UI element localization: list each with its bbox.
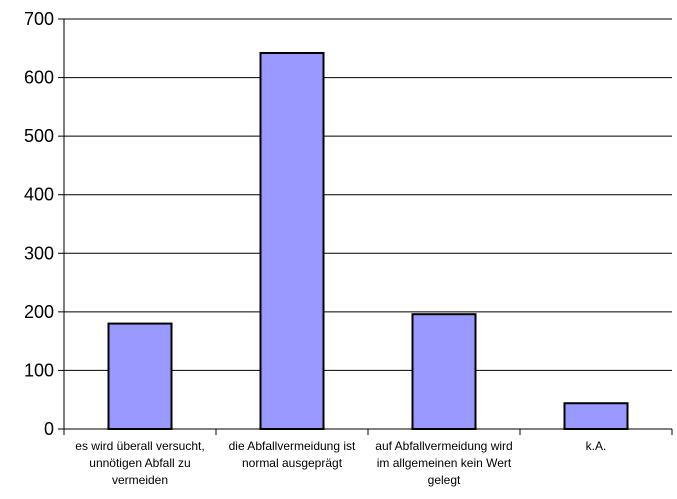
y-tick-label: 0 [44, 419, 54, 439]
bar [563, 402, 629, 431]
y-tick-label: 200 [24, 302, 54, 322]
y-tick-label: 100 [24, 360, 54, 380]
bars [107, 51, 629, 431]
bar [411, 313, 477, 431]
x-category-label: die Abfallvermeidung ist normal ausgepräg… [229, 439, 356, 470]
y-tick-label: 500 [24, 126, 54, 146]
y-tick-label: 700 [24, 9, 54, 29]
x-axis-labels: es wird überall versucht, unnötigen Abfal… [75, 439, 606, 487]
y-axis-ticks: 0 100 200 300 400 500 600 700 [24, 9, 64, 439]
x-category-label: auf Abfallvermeidung wird im allgemeinen … [375, 439, 512, 487]
bar [259, 51, 325, 430]
y-tick-label: 300 [24, 243, 54, 263]
x-category-label: k.A. [586, 439, 607, 453]
axes [63, 19, 673, 435]
bar [107, 322, 173, 431]
y-tick-label: 400 [24, 185, 54, 205]
gridlines [64, 18, 672, 371]
x-category-label: es wird überall versucht, unnötigen Abfal… [75, 439, 204, 487]
y-tick-label: 600 [24, 68, 54, 88]
